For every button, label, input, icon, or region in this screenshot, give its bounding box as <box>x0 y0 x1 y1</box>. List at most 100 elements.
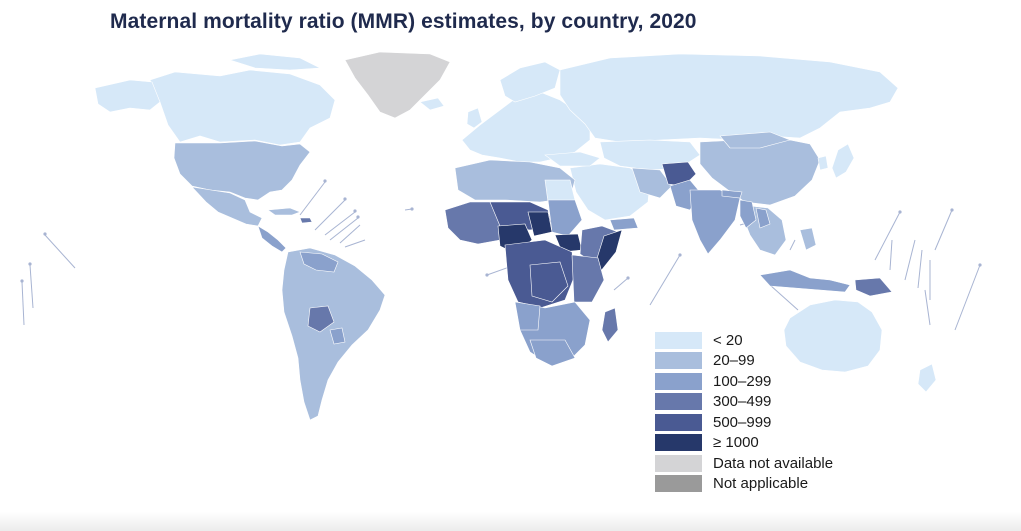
region-philippines <box>799 227 817 251</box>
region-angola <box>514 301 541 331</box>
region-greenland <box>344 51 451 119</box>
leader-line <box>613 277 629 291</box>
leader-line <box>339 224 361 244</box>
region-bolivia <box>307 305 335 333</box>
region-scandinavia <box>499 61 561 103</box>
legend-label: 300–499 <box>713 393 772 411</box>
region-laos <box>755 207 771 229</box>
leader-line <box>924 289 931 326</box>
legend-label: Data not available <box>713 454 834 472</box>
region-alaska <box>94 79 161 113</box>
island-marker <box>323 179 327 183</box>
legend-label: < 20 <box>713 331 743 349</box>
island-marker <box>410 207 414 211</box>
region-nepal <box>721 189 743 199</box>
map-title: Maternal mortality ratio (MMR) estimates… <box>110 10 697 33</box>
region-myanmar <box>739 199 757 229</box>
region-russia <box>559 53 899 143</box>
region-chad <box>527 211 553 237</box>
leader-line <box>44 234 76 269</box>
leader-line <box>769 284 799 311</box>
region-korea <box>817 155 829 171</box>
legend-label: 100–299 <box>713 372 772 390</box>
legend-swatch <box>655 475 702 493</box>
world-map-svg <box>20 51 982 421</box>
leader-line <box>344 239 366 248</box>
leader-line <box>934 209 953 251</box>
region-uk <box>466 107 483 129</box>
leader-line <box>904 239 916 281</box>
legend-swatch <box>655 434 702 452</box>
island-marker <box>28 262 32 266</box>
region-japan <box>831 143 855 179</box>
region-egypt <box>544 179 576 203</box>
leader-line <box>314 199 346 231</box>
legend-swatch <box>655 413 702 431</box>
region-turkey <box>544 151 601 167</box>
region-paraguay <box>329 327 346 345</box>
legend-item-c4: 300–499 <box>655 392 885 413</box>
legend-item-notapp: Not applicable <box>655 474 885 495</box>
region-indonesia <box>759 269 851 293</box>
island-marker <box>626 276 630 280</box>
island-marker <box>898 210 902 214</box>
region-haiti <box>299 217 313 224</box>
region-sudan <box>547 199 583 237</box>
region-guyana-venezuela <box>299 251 339 273</box>
legend-label: ≥ 1000 <box>713 434 759 452</box>
region-australia <box>783 299 883 373</box>
region-india <box>689 189 741 255</box>
leader-line <box>329 217 359 241</box>
legend-label: 20–99 <box>713 352 755 370</box>
region-central-america <box>257 225 287 253</box>
page-bottom-shadow <box>0 512 1021 531</box>
region-canada-islands <box>228 53 322 71</box>
region-east-africa <box>571 254 605 303</box>
island-marker <box>20 279 24 283</box>
region-png <box>854 277 893 297</box>
island-marker <box>678 253 682 257</box>
leader-line <box>29 264 34 309</box>
map-legend: < 20 20–99 100–299 300–499 500–999 ≥ 100… <box>655 330 885 494</box>
region-caribbean <box>267 207 301 216</box>
legend-item-c3: 100–299 <box>655 371 885 392</box>
region-middle-east <box>569 163 651 221</box>
legend-label: Not applicable <box>713 475 809 493</box>
region-south-africa <box>529 339 576 367</box>
legend-swatch <box>655 372 702 390</box>
island-marker <box>356 215 360 219</box>
region-madagascar <box>601 307 619 343</box>
leader-line <box>954 264 981 331</box>
region-canada <box>149 69 336 146</box>
region-usa <box>173 140 311 201</box>
legend-item-c6: ≥ 1000 <box>655 433 885 454</box>
island-marker <box>978 263 982 267</box>
island-marker <box>43 232 47 236</box>
region-yemen <box>609 217 639 231</box>
leader-line <box>874 211 901 261</box>
legend-swatch <box>655 352 702 370</box>
region-mongolia <box>719 131 791 149</box>
legend-swatch <box>655 393 702 411</box>
island-marker <box>485 273 489 277</box>
leader-line <box>889 239 893 271</box>
legend-swatch <box>655 331 702 349</box>
leader-line <box>917 249 923 289</box>
island-marker <box>343 197 347 201</box>
legend-item-c1: < 20 <box>655 330 885 351</box>
region-drc <box>529 261 569 303</box>
island-marker <box>353 209 357 213</box>
leader-line <box>789 239 796 251</box>
region-iran <box>631 167 673 199</box>
leader-line <box>649 254 681 306</box>
legend-item-na: Data not available <box>655 453 885 474</box>
leader-line <box>324 211 356 236</box>
legend-item-c2: 20–99 <box>655 351 885 372</box>
legend-label: 500–999 <box>713 413 772 431</box>
legend-item-c5: 500–999 <box>655 412 885 433</box>
legend-swatch <box>655 454 702 472</box>
region-new-zealand <box>917 363 937 393</box>
world-map <box>0 40 1021 510</box>
island-marker <box>950 208 954 212</box>
